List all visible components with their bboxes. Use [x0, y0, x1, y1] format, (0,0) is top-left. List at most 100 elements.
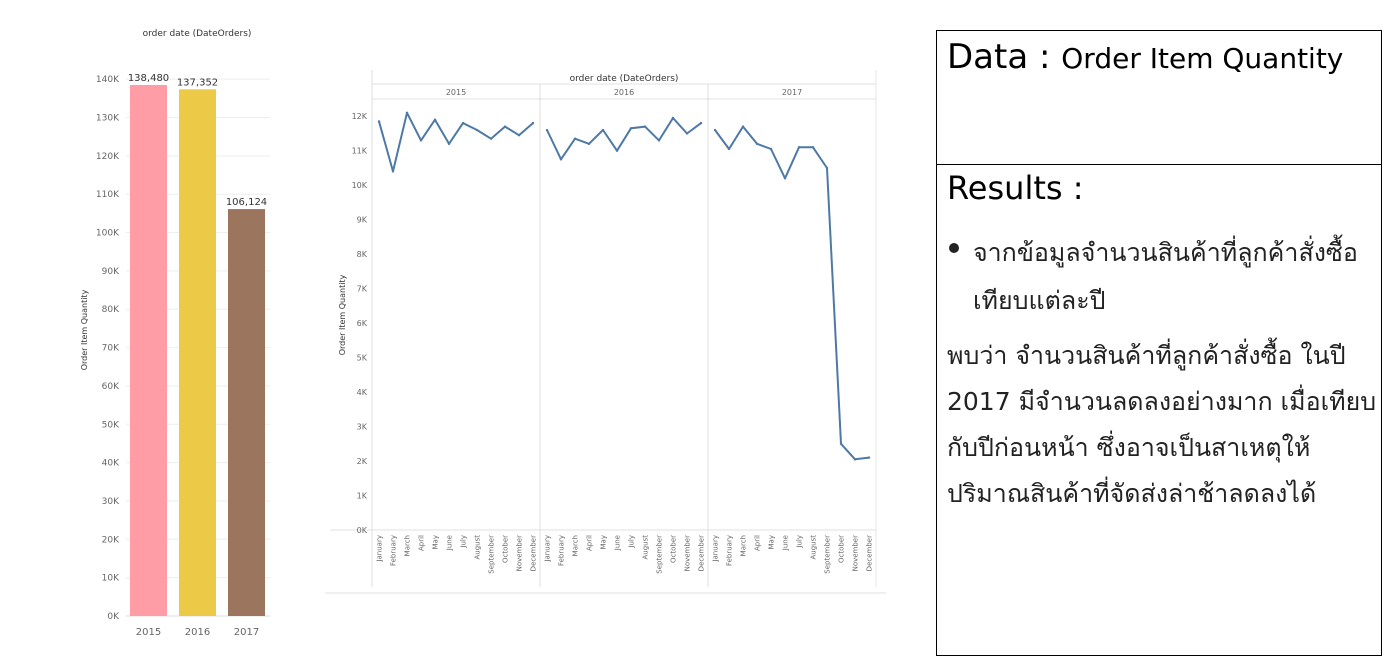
line-chart-title: order date (DateOrders) — [570, 74, 679, 84]
month-label: January — [712, 535, 720, 563]
panel-year-2015: 2015 — [446, 88, 466, 97]
data-point — [867, 456, 871, 459]
data-point — [853, 458, 857, 461]
month-label: September — [656, 535, 664, 574]
results-heading: Results : — [947, 169, 1084, 207]
month-label: August — [474, 535, 482, 560]
data-point — [447, 142, 451, 146]
month-label: August — [810, 535, 818, 560]
month-label: July — [628, 535, 636, 549]
data-point — [797, 146, 801, 149]
data-point — [419, 139, 423, 142]
line-y-tick-label: 12K — [352, 112, 368, 121]
data-point — [839, 442, 843, 445]
bar-y-tick-label: 100K — [96, 229, 120, 239]
month-label: December — [866, 535, 874, 571]
data-point — [783, 177, 787, 180]
line-y-tick-label: 2K — [357, 457, 368, 466]
data-point — [573, 137, 577, 140]
bar-y-tick-label: 40K — [102, 459, 120, 469]
month-label: January — [544, 535, 552, 563]
data-prefix: Data : — [947, 37, 1062, 77]
month-label: November — [516, 535, 524, 572]
month-label: April — [754, 535, 762, 551]
line-y-tick-label: 3K — [357, 423, 368, 432]
bar-y-tick-label: 50K — [102, 420, 120, 430]
bar-2017 — [228, 209, 265, 617]
data-point — [713, 128, 717, 132]
bar-y-tick-label: 80K — [102, 305, 120, 315]
bar-y-tick-label: 60K — [102, 382, 120, 392]
bar-value-label: 106,124 — [226, 197, 267, 208]
month-label: October — [670, 535, 678, 563]
panel-year-2017: 2017 — [782, 88, 802, 97]
month-label: March — [404, 535, 412, 556]
month-label: May — [600, 535, 608, 549]
month-label: February — [558, 535, 566, 566]
data-point — [531, 121, 535, 125]
data-point — [811, 146, 815, 149]
results-body: พบว่า จำนวนสินค้าที่ลูกค้าสั่งซื้อ ในปี … — [947, 341, 1377, 508]
bar-y-tick-label: 30K — [102, 497, 120, 507]
data-point — [461, 121, 465, 125]
month-label: June — [614, 535, 622, 551]
bar-y-tick-label: 140K — [96, 75, 120, 85]
month-label: November — [852, 535, 860, 572]
data-point — [615, 149, 619, 152]
data-point — [699, 121, 703, 125]
data-point — [643, 125, 647, 128]
line-y-tick-label: 11K — [352, 147, 368, 156]
bar-value-label: 137,352 — [177, 77, 218, 88]
series-line-2017 — [714, 125, 870, 461]
bar-y-tick-label: 10K — [102, 574, 120, 584]
bar-y-tick-label: 110K — [96, 190, 120, 200]
data-point — [587, 142, 591, 146]
month-label: February — [390, 535, 398, 566]
bar-y-tick-label: 90K — [102, 267, 120, 277]
month-label: May — [768, 535, 776, 549]
line-y-tick-label: 10K — [352, 181, 368, 190]
bar-2015 — [130, 85, 167, 616]
month-label: June — [782, 535, 790, 551]
month-label: August — [642, 535, 650, 560]
data-point — [727, 147, 731, 151]
data-point — [629, 127, 633, 130]
month-label: March — [572, 535, 580, 556]
data-point — [741, 125, 745, 128]
bar-x-tick-label: 2017 — [234, 627, 259, 638]
data-point — [503, 125, 507, 128]
line-y-tick-label: 0K — [357, 526, 368, 535]
month-label: November — [684, 535, 692, 572]
month-label: March — [740, 535, 748, 556]
bar-y-tick-label: 130K — [96, 114, 120, 124]
bar-2016 — [179, 89, 216, 617]
results-box: Results : จากข้อมูลจำนวนสินค้าที่ลูกค้าส… — [936, 164, 1382, 656]
bullet-text: จากข้อมูลจำนวนสินค้าที่ลูกค้าสั่งซื้อ เท… — [973, 238, 1358, 315]
data-point — [657, 139, 661, 142]
line-y-tick-label: 1K — [357, 492, 368, 501]
bullet-item: จากข้อมูลจำนวนสินค้าที่ลูกค้าสั่งซื้อ เท… — [949, 229, 1369, 325]
line-y-tick-label: 8K — [357, 250, 368, 259]
bar-y-tick-label: 120K — [96, 152, 120, 162]
data-title: Data : Order Item Quantity — [947, 37, 1343, 77]
bar-y-tick-label: 20K — [102, 535, 120, 545]
bar-y-tick-label: 70K — [102, 344, 120, 354]
bar-value-label: 138,480 — [128, 73, 169, 84]
line-y-tick-label: 6K — [357, 319, 368, 328]
series-line-2016 — [546, 117, 702, 161]
data-point — [489, 137, 493, 140]
line-y-tick-label: 9K — [357, 216, 368, 225]
bar-chart: order date (DateOrders) Order Item Quanti… — [80, 29, 270, 638]
month-label: September — [488, 535, 496, 574]
line-y-tick-label: 7K — [357, 285, 368, 294]
data-point — [391, 170, 395, 173]
month-label: April — [586, 535, 594, 551]
data-point — [433, 118, 437, 121]
bullet-icon — [949, 243, 959, 253]
bar-x-tick-label: 2015 — [136, 627, 161, 638]
month-label: February — [726, 535, 734, 566]
series-line-2015 — [378, 111, 534, 173]
panel-year-2016: 2016 — [614, 88, 634, 97]
data-point — [671, 116, 675, 120]
line-y-axis-label: Order Item Quantity — [338, 274, 347, 355]
